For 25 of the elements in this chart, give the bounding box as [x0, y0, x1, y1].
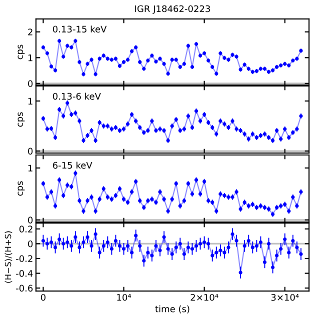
y-tick-label: 2 [28, 28, 32, 36]
y-tick-label: -0.2 [16, 255, 32, 262]
chart-title: IGR J18462-0223 [135, 5, 210, 14]
y-tick-label: -0.4 [16, 270, 33, 277]
y-tick-label: 0.2 [19, 226, 32, 232]
y-tick-label: 1 [28, 54, 32, 62]
y-tick-label: 0 [28, 240, 33, 248]
annotation: 0.13-15 keV [52, 26, 107, 33]
annotation: 6-15 keV [52, 162, 92, 169]
y-axis-title: (H−S)/(H+S) [4, 231, 12, 283]
y-tick-label: -0.6 [16, 284, 33, 292]
x-tick-label: 0 [40, 294, 46, 301]
y-tick-label: 0 [28, 80, 33, 88]
y-axis-title: cps [18, 181, 25, 196]
annotation: 0.13-6 keV [52, 92, 101, 100]
y-tick-label: 0 [28, 148, 33, 155]
y-tick-label: 0 [28, 216, 33, 224]
x-tick-label: 10⁴ [117, 294, 132, 301]
y-axis-title: cps [18, 112, 25, 127]
x-tick-label: 3×10⁴ [271, 294, 299, 301]
x-axis-title: time (s) [155, 305, 190, 314]
y-tick-label: 1 [28, 98, 32, 104]
y-tick-label: 1 [28, 164, 32, 172]
x-tick-label: 2×10⁴ [190, 294, 218, 301]
y-axis-title: cps [18, 44, 25, 60]
